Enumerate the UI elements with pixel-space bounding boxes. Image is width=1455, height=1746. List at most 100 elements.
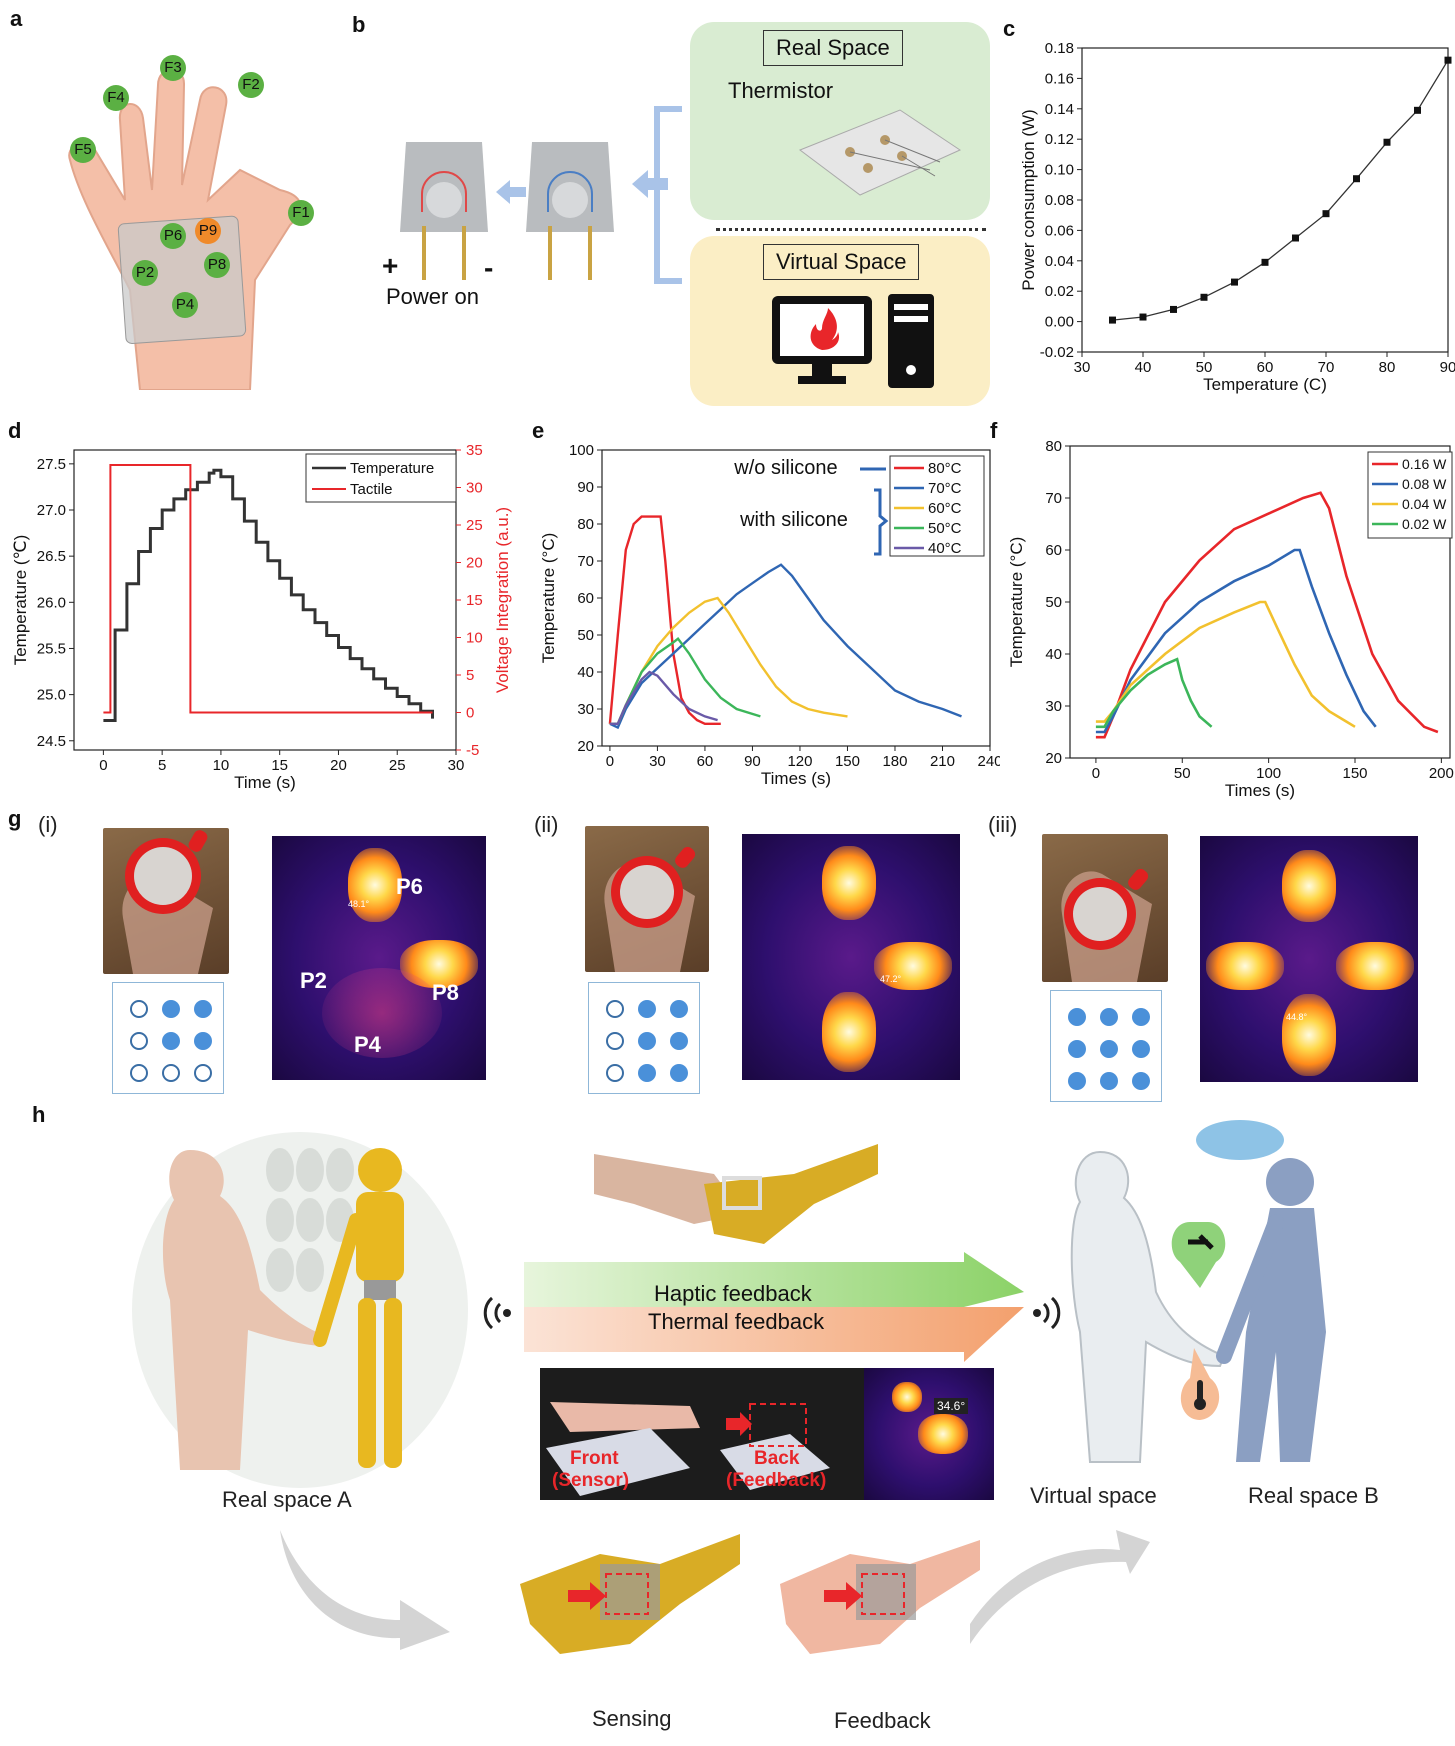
grid-dot — [130, 1064, 148, 1082]
bracket-connector — [654, 106, 682, 284]
sensing-robot-hand — [520, 1524, 740, 1664]
signal-wave-right-icon — [1030, 1290, 1070, 1341]
y-tick-label: 100 — [569, 442, 594, 459]
sensor-feedback-photo: Front (Sensor) Back (Feedback) — [540, 1368, 864, 1500]
virtual-space-label: Virtual space — [1030, 1483, 1157, 1508]
circuit-board-illustration — [790, 100, 970, 200]
grid-dot — [670, 1064, 688, 1082]
x-tick-label: 30 — [448, 757, 465, 774]
hotspot-right-iii — [1336, 942, 1414, 990]
x-tick-label: 150 — [1342, 765, 1367, 782]
thermal-label-p6: P6 — [396, 874, 423, 899]
series-line-2 — [609, 596, 848, 725]
front-label: Front — [570, 1448, 619, 1469]
hotspot-p4 — [322, 968, 442, 1058]
y-tick-label: 20 — [577, 738, 594, 755]
panel-a-hand-illustration: F1 F2 F3 F4 F5 P6 P9 P2 P8 P4 — [40, 30, 360, 391]
sensor-p8: P8 — [204, 252, 230, 278]
sensing-label: Sensing — [592, 1706, 672, 1731]
y-tick-label: 30 — [1045, 698, 1062, 715]
x-tick-label: 150 — [835, 753, 860, 770]
legend-label: 0.08 W — [1402, 476, 1447, 492]
y-tick-label: 27.5 — [37, 456, 66, 473]
grid-dot — [670, 1000, 688, 1018]
grid-dot — [1068, 1040, 1086, 1058]
x-tick-label: 50 — [1174, 765, 1191, 782]
x-tick-label: 100 — [1256, 765, 1281, 782]
feedback-temp-readout: 34.6° — [934, 1398, 969, 1414]
x-tick-label: 30 — [1074, 359, 1091, 376]
mug-photo-ii — [585, 826, 709, 972]
y-tick-label: 90 — [577, 479, 594, 496]
legend-box — [889, 455, 985, 557]
temp-readout-i: 48.1° — [348, 899, 370, 909]
x-tick-label: 210 — [930, 753, 955, 770]
y-tick-label: 24.5 — [37, 733, 66, 750]
heater-device-red — [400, 142, 488, 280]
x-axis-label: Time (s) — [234, 773, 296, 792]
y-tick-label: 70 — [577, 553, 594, 570]
curved-arrow-right — [970, 1514, 1150, 1649]
grid-dot — [130, 1032, 148, 1050]
sensor-f3: F3 — [160, 55, 186, 81]
sensor-grid-iii — [1050, 990, 1162, 1102]
grid-dot — [1132, 1040, 1150, 1058]
x-tick-label: 70 — [1318, 359, 1335, 376]
panel-label-e: e — [532, 418, 545, 443]
sensor-paren-label: (Sensor) — [552, 1470, 630, 1491]
x-tick-label: 5 — [158, 757, 166, 774]
x-axis-label: Temperature (C) — [1203, 375, 1327, 394]
feedback-paren-label: (Feedback) — [726, 1470, 827, 1491]
legend-label: Temperature — [350, 460, 434, 477]
chart-c: 30 40 50 60 70 80 90 -0.02 0.00 0.02 0.04 0.06 0.08 0… — [1019, 40, 1455, 394]
sensor-p2: P2 — [132, 260, 158, 286]
mug-photo-iii — [1042, 834, 1168, 982]
annotation-brace — [874, 488, 889, 556]
arrow-left-2-icon — [496, 180, 526, 209]
legend-label: 60°C — [928, 500, 962, 517]
legend-label: 0.04 W — [1402, 496, 1447, 512]
heater-device-blue — [526, 142, 614, 280]
legend-label: 40°C — [928, 540, 962, 557]
data-point — [1261, 258, 1269, 266]
y-tick-label: 0.08 — [1045, 192, 1074, 209]
data-point — [1109, 316, 1116, 324]
grid-dot — [606, 1000, 624, 1018]
x-tick-label: 200 — [1429, 765, 1454, 782]
y-tick-label: 0.16 — [1045, 70, 1074, 87]
x-tick-label: 0 — [606, 753, 614, 770]
virtual-space-label: Virtual Space — [763, 244, 920, 280]
x-tick-label: 10 — [213, 757, 230, 774]
y-tick-label: 20 — [1045, 750, 1062, 767]
series-line-power — [1112, 59, 1449, 321]
grid-dot — [130, 1000, 148, 1018]
y-tick-label: 40 — [1045, 646, 1062, 663]
y2-tick-label: 30 — [466, 480, 483, 497]
y-tick-label: 40 — [577, 664, 594, 681]
y-tick-label: 26.5 — [37, 548, 66, 565]
grid-dot — [1100, 1040, 1118, 1058]
series-line-temperature — [103, 468, 434, 722]
grid-dot — [638, 1032, 656, 1050]
y2-tick-label: 5 — [466, 667, 474, 684]
thermal-image-ii: 47.2° — [742, 834, 960, 1080]
sensor-f4: F4 — [103, 85, 129, 111]
data-point — [1231, 278, 1238, 286]
plot-frame — [1081, 47, 1449, 353]
data-point — [1414, 106, 1421, 114]
back-label: Back — [754, 1448, 800, 1469]
x-axis-label: Times (s) — [761, 769, 831, 788]
data-point — [1383, 138, 1391, 146]
hotspot-p6 — [348, 848, 402, 922]
y-tick-label: 27.0 — [37, 502, 66, 519]
legend-label: 0.02 W — [1402, 516, 1447, 532]
y-tick-label: -0.02 — [1040, 344, 1074, 361]
data-point — [1139, 313, 1147, 321]
y-tick-label: 0.04 — [1045, 253, 1074, 270]
legend-label: 50°C — [928, 520, 962, 537]
feedback-arrow — [524, 1252, 1034, 1362]
real-space-a-scene — [130, 1130, 470, 1490]
y2-tick-label: -5 — [466, 742, 479, 759]
temp-readout-iii: 44.8° — [1286, 1012, 1308, 1022]
grid-dot — [162, 1000, 180, 1018]
